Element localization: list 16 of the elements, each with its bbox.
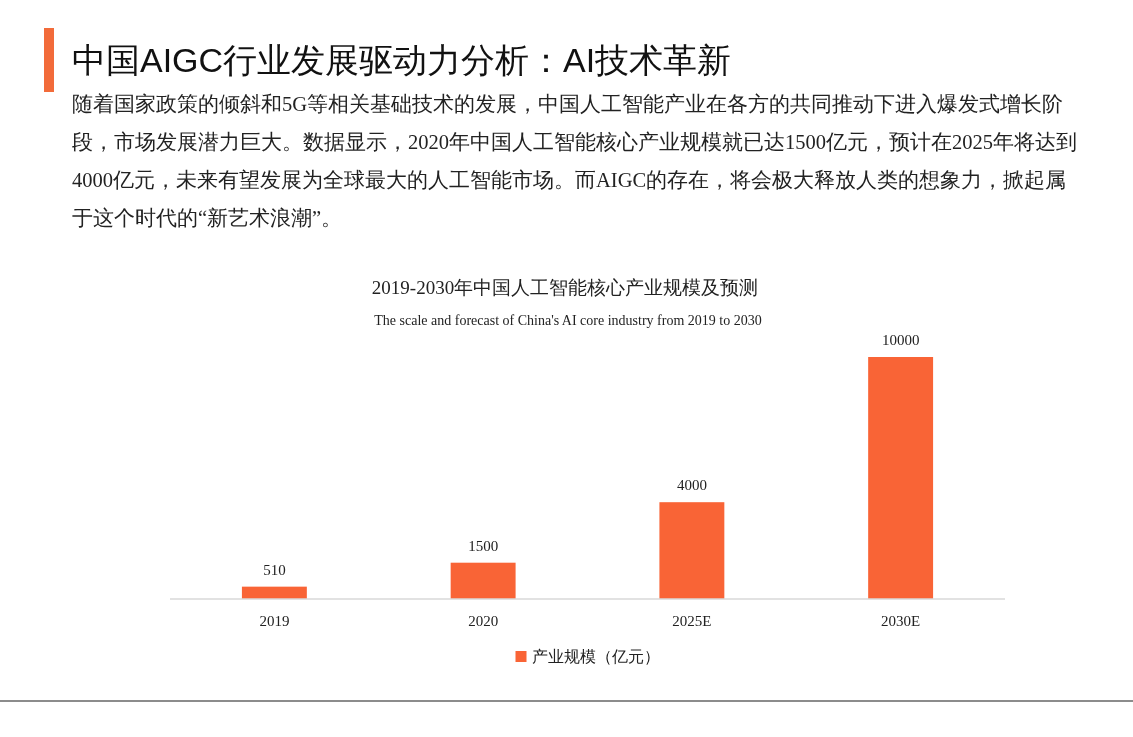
bar <box>659 502 725 599</box>
data-label: 510 <box>263 561 286 578</box>
chart-title: 2019-2030年中国人工智能核心产业规模及预测 <box>371 277 759 298</box>
x-tick-label: 2019 <box>259 613 290 629</box>
bar <box>868 357 934 599</box>
data-label: 4000 <box>676 477 707 494</box>
data-label: 1500 <box>468 537 499 554</box>
legend-label: 产业规模（亿元） <box>531 648 660 665</box>
bar <box>450 562 516 599</box>
x-tick-label: 2025E <box>672 613 712 629</box>
text: 中国AIGC行业发展驱动力分析：AI技术革新 <box>72 41 732 79</box>
chart-subtitle: The scale and forecast of China's AI core industry from 2019 to 2030 <box>374 313 762 328</box>
text: 随着国家政策的倾斜和5G等相关基础技术的发展，中国人工智能产业在各方的共同推动下进入爆发式增长阶段，市场发展潜力巨大。数据显示，2020年中国人工智能核心产业规模就已达1500亿元，预计在2025年将达到4000亿元，未来有望发展为全球最大的人工智能市场。而AIGC的存在，将会极大释放人类的想象力，掀起属于这个时代的“新艺术浪潮”。 <box>72 93 1077 229</box>
x-tick-label: 2020 <box>468 613 499 629</box>
x-tick-label: 2030E <box>881 613 921 629</box>
data-label: 10000 <box>881 332 920 348</box>
